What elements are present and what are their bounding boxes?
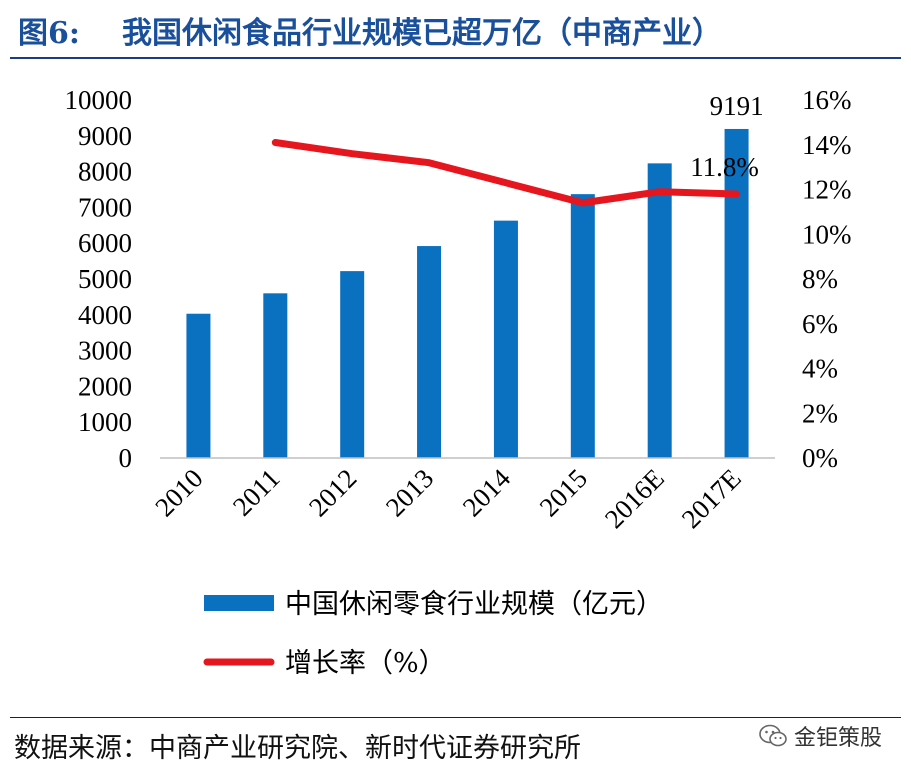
left-axis-tick-label: 3000 — [78, 336, 132, 366]
legend-bar-swatch — [204, 595, 274, 611]
x-axis-tick-label: 2013 — [380, 463, 439, 522]
x-axis-tick-label: 2012 — [303, 463, 362, 522]
bar — [186, 313, 211, 458]
right-axis-tick-label: 10% — [802, 219, 852, 249]
bar — [263, 293, 288, 458]
left-axis-tick-label: 4000 — [78, 300, 132, 330]
right-axis-tick-label: 8% — [802, 264, 838, 294]
left-axis-tick-label: 9000 — [78, 121, 132, 151]
left-axis-tick-label: 6000 — [78, 228, 132, 258]
figure-title: 我国休闲食品行业规模已超万亿（中商产业） — [122, 16, 722, 51]
left-axis-tick-label: 2000 — [78, 371, 132, 401]
x-axis-tick-label: 2014 — [457, 463, 517, 523]
watermark: 金钜策股 — [758, 720, 882, 752]
wechat-icon — [759, 724, 787, 747]
right-axis-tick-label: 16% — [802, 85, 852, 115]
right-axis-tick-label: 12% — [802, 175, 852, 205]
bar — [647, 163, 672, 458]
x-axis-tick-label: 2015 — [534, 463, 593, 522]
header-rule — [10, 57, 901, 59]
chart: 0 1000 2000 3000 4000 5000 6000 7000 8000 9000 100… — [65, 85, 852, 679]
source-text: 数据来源：中商产业研究院、新时代证券研究所 — [14, 733, 581, 764]
right-axis-tick-label: 2% — [802, 398, 838, 428]
legend-bar-label: 中国休闲零食行业规模（亿元） — [285, 589, 663, 620]
bar — [570, 194, 595, 459]
bar — [493, 220, 518, 458]
x-axis-tick-label: 2017E — [676, 463, 747, 534]
x-axis-tick-label: 2016E — [599, 463, 670, 534]
bar — [340, 271, 365, 458]
growth-rate-line — [271, 139, 741, 207]
legend: 中国休闲零食行业规模（亿元） 增长率（%） — [203, 589, 663, 679]
left-axis-tick-label: 8000 — [78, 157, 132, 187]
right-axis: 0% 2% 4% 6% 8% 10% 12% 14% 16% — [802, 85, 852, 473]
left-axis-tick-label: 0 — [119, 443, 133, 473]
left-axis: 0 1000 2000 3000 4000 5000 6000 7000 8000 9000 100… — [65, 85, 133, 473]
line-value-label: 11.8% — [690, 152, 759, 182]
bar — [724, 128, 749, 458]
left-axis-tick-label: 1000 — [78, 407, 132, 437]
x-axis-ticks: 2010 2011 2012 2013 2014 2015 2016E 2017E — [149, 463, 747, 534]
x-axis-tick-label: 2011 — [227, 463, 286, 522]
left-axis-tick-label: 7000 — [78, 192, 132, 222]
footer-rule — [10, 717, 901, 718]
right-axis-tick-label: 6% — [802, 309, 838, 339]
bar — [417, 246, 442, 458]
bar-value-label: 9191 — [710, 91, 764, 121]
figure-header: 图6: 我国休闲食品行业规模已超万亿（中商产业） — [0, 0, 911, 59]
bar-series — [186, 128, 749, 459]
right-axis-tick-label: 4% — [802, 354, 838, 384]
x-axis-tick-label: 2010 — [149, 463, 208, 522]
legend-line-label: 增长率（%） — [285, 648, 446, 679]
right-axis-tick-label: 0% — [802, 443, 838, 473]
figure-label: 图6: — [18, 16, 80, 51]
right-axis-tick-label: 14% — [802, 130, 852, 160]
left-axis-tick-label: 5000 — [78, 264, 132, 294]
left-axis-tick-label: 10000 — [65, 85, 133, 115]
watermark-text: 金钜策股 — [794, 726, 883, 751]
